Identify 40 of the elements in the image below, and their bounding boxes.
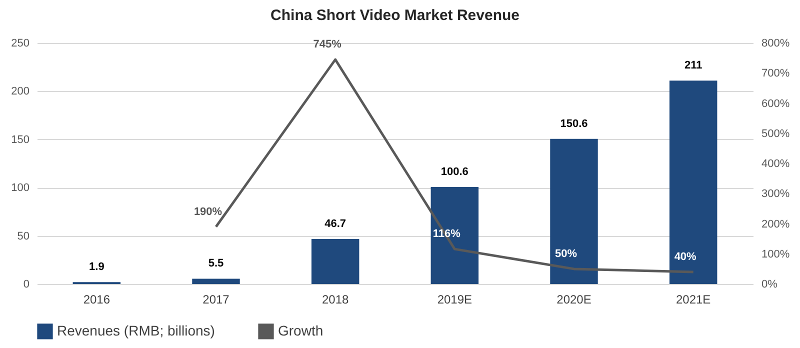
y2-tick-label: 600% xyxy=(762,98,790,110)
y2-tick-label: 100% xyxy=(762,248,790,260)
y2-tick-label: 800% xyxy=(762,38,790,50)
y-tick-label: 250 xyxy=(11,38,30,50)
bar xyxy=(550,138,598,284)
data-label: 211 xyxy=(684,60,702,72)
x-tick-label: 2017 xyxy=(202,292,230,306)
y2-tick-label: 700% xyxy=(762,68,790,80)
bar xyxy=(669,80,718,284)
data-label: 5.5 xyxy=(208,258,224,270)
y2-tick-label: 0% xyxy=(762,278,778,290)
x-tick-label: 2019E xyxy=(437,292,472,306)
y2-tick-label: 200% xyxy=(762,218,790,230)
y-tick-label: 200 xyxy=(11,86,30,98)
y-tick-label: 100 xyxy=(11,182,30,194)
legend-label: Revenues (RMB; billions) xyxy=(57,322,215,338)
bar xyxy=(430,187,479,284)
data-label: 40% xyxy=(674,250,697,263)
data-label: 100.6 xyxy=(440,166,468,178)
data-label: 150.6 xyxy=(560,118,588,130)
y2-tick-label: 300% xyxy=(762,188,790,200)
x-tick-label: 2018 xyxy=(322,292,350,306)
y2-tick-label: 400% xyxy=(762,158,790,170)
data-label: 46.7 xyxy=(324,218,346,230)
data-label: 116% xyxy=(432,228,461,240)
data-label: 1.9 xyxy=(89,261,104,274)
y-tick-label: 150 xyxy=(11,134,30,146)
data-label: 745% xyxy=(313,38,342,51)
data-label: 190% xyxy=(194,206,222,218)
chart-title: China Short Video Market Revenue xyxy=(270,7,520,24)
y-tick-label: 0 xyxy=(23,278,30,290)
x-tick-label: 2016 xyxy=(83,292,110,306)
data-label: 50% xyxy=(554,248,578,260)
y-tick-label: 50 xyxy=(17,230,30,242)
bar xyxy=(311,238,360,284)
legend-label: Growth xyxy=(278,322,324,338)
x-tick-label: 2021E xyxy=(676,292,711,306)
x-tick-label: 2020E xyxy=(556,292,592,306)
y2-tick-label: 500% xyxy=(762,128,790,140)
bar xyxy=(192,278,240,284)
